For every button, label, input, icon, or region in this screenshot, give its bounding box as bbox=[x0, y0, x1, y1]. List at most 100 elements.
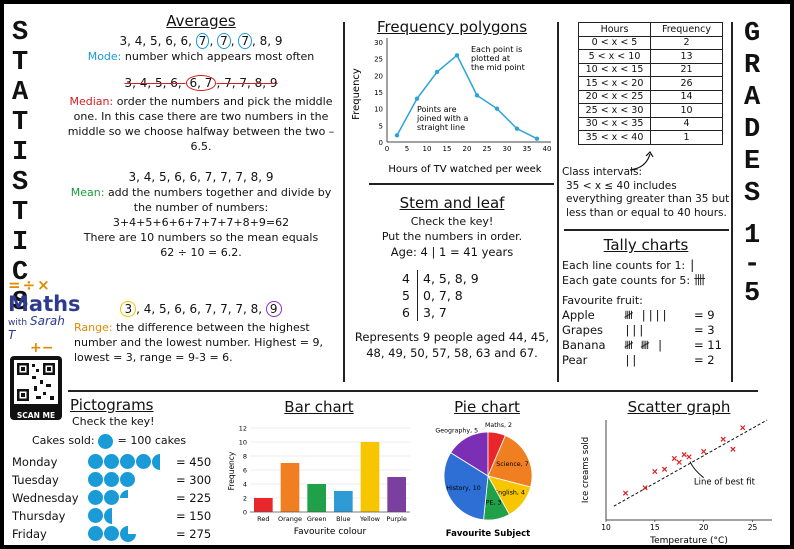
stem-leaf-summary: Represents 9 people aged 44, 45, 48, 49,… bbox=[354, 330, 550, 360]
tally-marks: 𝍸 |||| bbox=[624, 308, 669, 322]
data-point bbox=[474, 93, 480, 98]
y-tick-label: 5 bbox=[379, 122, 383, 130]
y-tick-label: 30 bbox=[374, 39, 383, 47]
key-label: Cakes sold: bbox=[32, 434, 95, 447]
stem-leaf-title: Stem and leaf bbox=[399, 194, 505, 212]
x-axis-label: Favourite colour bbox=[294, 527, 367, 537]
x-tick-label: Red bbox=[257, 515, 269, 523]
table-cell: 4 bbox=[650, 116, 723, 131]
data-point bbox=[701, 448, 707, 455]
data-point bbox=[434, 69, 440, 75]
table-header-row: Hours Frequency bbox=[578, 22, 723, 37]
pie-slice bbox=[487, 435, 533, 488]
bar bbox=[280, 463, 300, 512]
pictogram-icons bbox=[88, 472, 176, 487]
circled-value: 7 bbox=[217, 33, 231, 49]
x-tick-label: 0 bbox=[385, 145, 389, 153]
x-axis-label: Hours of TV watched per week bbox=[388, 164, 541, 175]
pictogram-rows: Monday = 450 Tuesday = 300 Wednesday = 225 Thu… bbox=[12, 453, 222, 543]
divider bbox=[564, 229, 729, 231]
stem-divider bbox=[417, 270, 419, 321]
tally-row: Grapes ||| = 3 bbox=[562, 323, 730, 338]
divider bbox=[343, 22, 345, 382]
y-tick-label: 6 bbox=[243, 467, 247, 475]
side-title-letter: - bbox=[744, 250, 761, 280]
freq-polygon-title: Frequency polygons bbox=[376, 18, 528, 36]
slice-label: Geography, 5 bbox=[435, 428, 478, 435]
table-cell: 35 < x < 40 bbox=[578, 130, 651, 145]
side-title-letter: T bbox=[12, 108, 29, 138]
day-label: Monday bbox=[12, 454, 58, 469]
scatter-chart: 10 15 20 25 Line of best fit Ice creams sold T… bbox=[581, 419, 772, 545]
x-tick-label: 5 bbox=[405, 145, 409, 153]
side-title-letter: S bbox=[12, 18, 29, 48]
circled-mode-values: 7, 7, 7 bbox=[195, 33, 252, 49]
table-header: Hours bbox=[578, 22, 651, 37]
data-point bbox=[730, 446, 736, 452]
x-tick-label: 20 bbox=[463, 145, 472, 153]
data-point bbox=[454, 53, 460, 58]
side-title-letter: C bbox=[12, 258, 29, 288]
side-title-letter: T bbox=[12, 48, 29, 78]
pictogram-value: = 300 bbox=[176, 472, 212, 487]
logo-name: Sarah T bbox=[8, 314, 65, 342]
pictogram-title: Pictograms bbox=[70, 396, 154, 414]
data-point bbox=[686, 454, 692, 460]
circled-highest: 9 bbox=[265, 301, 282, 317]
list-text: , 4, 5, 6, 6, 7, 7, 7, 8, bbox=[136, 302, 266, 316]
tally-row: Banana 𝍸 𝍸 | = 11 bbox=[562, 338, 730, 353]
cake-icon bbox=[88, 508, 103, 523]
arrow-icon bbox=[629, 151, 654, 171]
class-interval-note: Class intervals: 35 < x ≤ 40 includes ev… bbox=[562, 166, 730, 220]
logo-maths-text: Maths bbox=[8, 292, 81, 316]
tally-value: = 9 bbox=[694, 308, 715, 322]
tally-row: Apple 𝍸 |||| = 9 bbox=[562, 308, 730, 323]
bar-chart: 0 2 4 6 8 10 12 Red Orange Green Blue Yellow Purple F… bbox=[227, 425, 410, 537]
x-tick-label: 10 bbox=[601, 523, 611, 532]
table-cell: 13 bbox=[650, 49, 723, 64]
pictogram-value: = 150 bbox=[176, 508, 212, 523]
tally-heading: Favourite fruit: bbox=[562, 294, 643, 307]
data-point bbox=[661, 466, 668, 472]
qr-code-icon bbox=[14, 360, 58, 404]
mode-text: number which appears most often bbox=[124, 50, 315, 63]
cake-icon bbox=[104, 454, 119, 469]
x-tick-label: Green bbox=[307, 515, 327, 523]
y-tick-label: 0 bbox=[379, 139, 383, 147]
day-label: Wednesday bbox=[12, 490, 79, 505]
y-axis-label: Ice creams sold bbox=[581, 437, 591, 503]
qr-code[interactable]: SCAN ME bbox=[10, 356, 62, 420]
y-axis-label: Frequency bbox=[351, 68, 362, 120]
divider bbox=[557, 22, 559, 382]
partial-cake-icon bbox=[120, 489, 128, 498]
range-block: 3, 4, 5, 6, 6, 7, 7, 7, 8, 9 Range: the … bbox=[66, 301, 336, 365]
bar bbox=[387, 477, 406, 512]
y-tick-label: 10 bbox=[239, 439, 247, 447]
table-cell: 25 < x < 30 bbox=[578, 103, 651, 118]
x-tick-label: 10 bbox=[423, 145, 432, 153]
cake-icon bbox=[120, 454, 135, 469]
slice-label: History, 10 bbox=[446, 485, 480, 492]
data-point bbox=[676, 459, 682, 465]
side-title-letter: R bbox=[744, 51, 761, 81]
mean-number-list: 3, 4, 5, 6, 6, 7, 7, 7, 8, 9 bbox=[128, 170, 274, 184]
pie-slice bbox=[443, 452, 489, 521]
data-point bbox=[720, 436, 726, 442]
partial-cake-icon bbox=[120, 525, 136, 542]
stem-leaf-key: Age: 4 | 1 = 41 years bbox=[390, 245, 514, 259]
pictogram-value: = 450 bbox=[176, 454, 212, 469]
pictogram-line: Check the key! bbox=[72, 415, 155, 428]
pictogram-value: = 225 bbox=[176, 490, 212, 505]
x-tick-label: 15 bbox=[650, 523, 660, 532]
list-text: , bbox=[230, 34, 239, 48]
tally-row: Pear || = 2 bbox=[562, 353, 730, 368]
y-tick-label: 8 bbox=[243, 453, 247, 461]
note-text: 35 < x ≤ 40 includes everything greater … bbox=[566, 179, 730, 219]
fruit-name: Pear bbox=[562, 353, 588, 367]
